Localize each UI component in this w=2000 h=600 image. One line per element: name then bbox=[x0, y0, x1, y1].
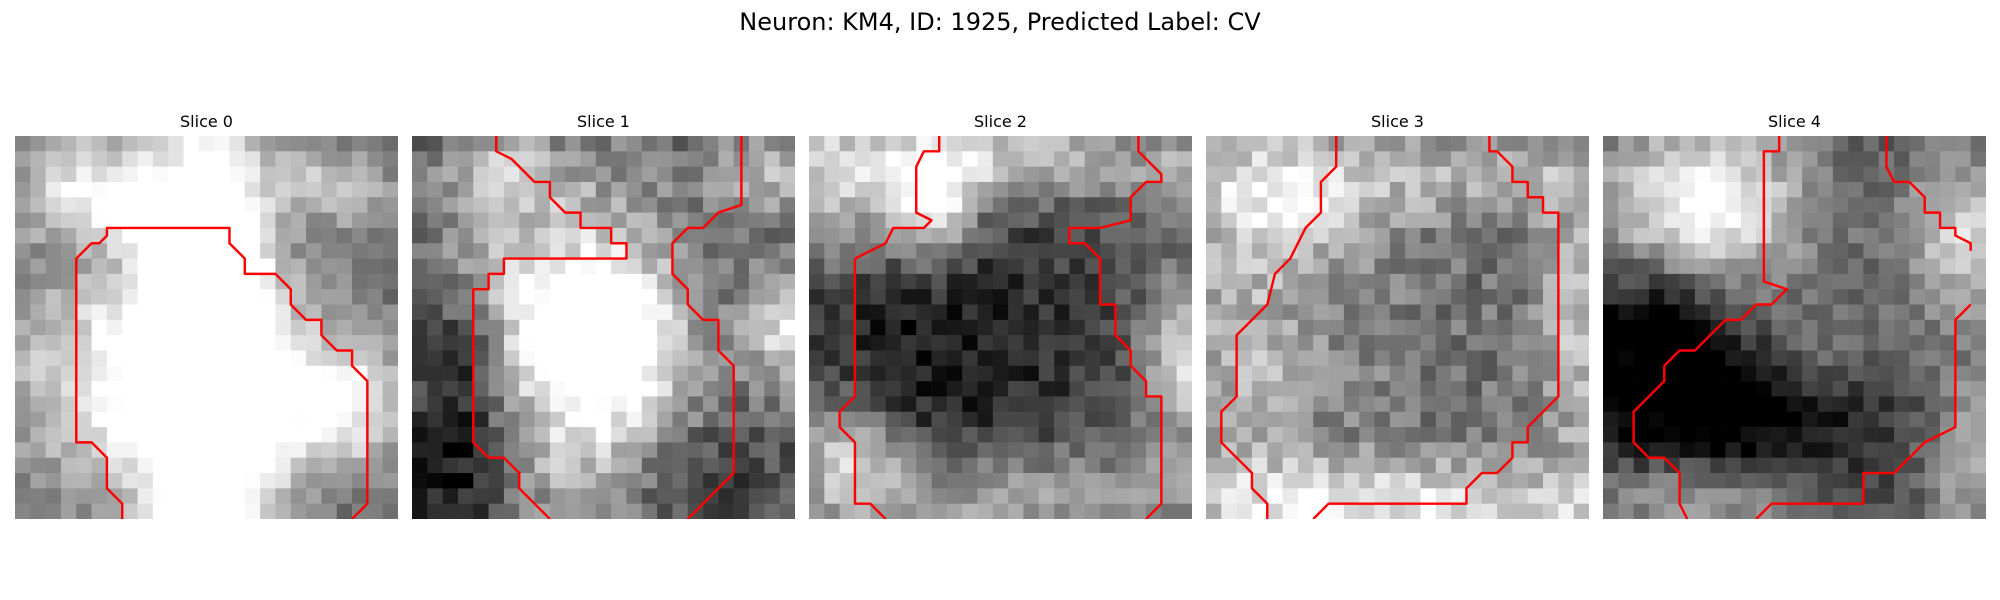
segmentation-contour bbox=[1755, 303, 1972, 519]
slice-panel-2: Slice 2 bbox=[809, 110, 1192, 519]
slice-image-3 bbox=[1206, 136, 1589, 519]
segmentation-contour bbox=[75, 226, 369, 519]
slice-image-2 bbox=[809, 136, 1192, 519]
slice-title-3: Slice 3 bbox=[1371, 112, 1424, 131]
pixel-grid bbox=[412, 136, 795, 519]
slice-panel-1: Slice 1 bbox=[412, 110, 795, 519]
pixel-grid bbox=[1603, 136, 1986, 519]
slice-title-2: Slice 2 bbox=[974, 112, 1027, 131]
pixel-grid bbox=[15, 136, 398, 519]
segmentation-contour bbox=[671, 136, 743, 519]
pixel-grid bbox=[809, 136, 1192, 519]
slice-image-1 bbox=[412, 136, 795, 519]
segmentation-contour bbox=[838, 136, 941, 519]
figure-title: Neuron: KM4, ID: 1925, Predicted Label: … bbox=[739, 8, 1261, 36]
segmentation-contour bbox=[1632, 136, 1789, 519]
pixel-grid bbox=[1206, 136, 1589, 519]
segmentation-contour bbox=[1068, 136, 1163, 519]
slice-panel-4: Slice 4 bbox=[1603, 110, 1986, 519]
segmentation-contour bbox=[1220, 136, 1338, 519]
slice-title-1: Slice 1 bbox=[577, 112, 630, 131]
slice-panel-3: Slice 3 bbox=[1206, 110, 1589, 519]
slice-panel-0: Slice 0 bbox=[15, 110, 398, 519]
slice-image-0 bbox=[15, 136, 398, 519]
segmentation-contour bbox=[472, 136, 628, 519]
segmentation-contour bbox=[1885, 136, 1972, 251]
slice-image-4 bbox=[1603, 136, 1986, 519]
slice-title-0: Slice 0 bbox=[180, 112, 233, 131]
slice-title-4: Slice 4 bbox=[1768, 112, 1821, 131]
segmentation-contour bbox=[1312, 136, 1560, 519]
